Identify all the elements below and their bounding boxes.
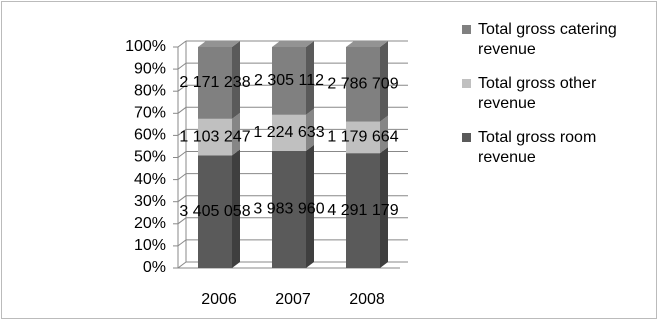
bar — [198, 155, 232, 268]
y-tick-label: 100% — [125, 38, 166, 55]
legend-item: Total gross catering revenue — [462, 20, 652, 60]
bar — [272, 114, 306, 151]
y-tick-label: 50% — [134, 149, 166, 166]
y-tick-label: 20% — [134, 215, 166, 232]
bar — [346, 121, 380, 154]
bar-side — [380, 147, 388, 268]
legend-label: Total gross room revenue — [478, 129, 597, 166]
data-label: 2 786 709 — [327, 76, 398, 93]
y-tick-label: 30% — [134, 193, 166, 210]
y-tick-label: 40% — [134, 171, 166, 188]
grid-line-depth — [177, 195, 187, 203]
legend-swatch — [462, 25, 471, 34]
x-tick-label: 2008 — [349, 291, 385, 308]
bar — [272, 47, 306, 115]
bar-top — [272, 41, 314, 47]
data-label: 2 171 238 — [179, 74, 250, 91]
legend-item: Total gross room revenue — [462, 128, 652, 168]
bar-side — [380, 115, 388, 154]
legend: Total gross catering revenue Total gross … — [462, 20, 652, 182]
bar — [198, 47, 232, 119]
grid-line-depth — [177, 62, 187, 70]
bar-top — [198, 41, 240, 47]
legend-swatch — [462, 79, 471, 88]
grid-line-depth — [177, 261, 187, 269]
grid-line-depth — [177, 151, 187, 158]
grid-line-depth — [177, 128, 187, 136]
x-tick-label: 2007 — [275, 291, 311, 308]
bar-side — [306, 144, 314, 268]
grid-line-depth — [177, 106, 187, 114]
bar — [272, 150, 306, 268]
data-label: 1 179 664 — [327, 129, 398, 146]
data-label: 3 405 058 — [179, 203, 250, 220]
bar — [198, 118, 232, 156]
bar-side — [380, 41, 388, 122]
grid-line-depth — [177, 84, 187, 92]
y-tick-label: 60% — [134, 127, 166, 144]
bar-side — [232, 149, 240, 268]
data-label: 2 305 112 — [254, 72, 324, 89]
bar-side — [306, 108, 314, 151]
x-tick-label: 2006 — [201, 291, 237, 308]
bar-side — [232, 112, 240, 156]
legend-label: Total gross other revenue — [478, 75, 597, 112]
y-tick-label: 70% — [134, 105, 166, 122]
bar — [346, 153, 380, 268]
y-tick-label: 0% — [143, 259, 166, 276]
grid-line-depth — [177, 217, 187, 225]
bar-side — [306, 41, 314, 115]
legend-swatch — [462, 133, 471, 142]
y-tick-label: 90% — [134, 60, 166, 77]
data-label: 1 103 247 — [179, 128, 250, 145]
legend-item: Total gross other revenue — [462, 74, 652, 114]
data-label: 3 983 960 — [253, 201, 324, 218]
y-tick-label: 80% — [134, 82, 166, 99]
y-tick-label: 10% — [134, 237, 166, 254]
grid-line-depth — [177, 40, 187, 48]
grid-line-depth — [177, 239, 187, 247]
grid-line-depth — [177, 173, 187, 181]
bar — [346, 47, 380, 122]
legend-label: Total gross catering revenue — [478, 21, 617, 58]
bar-top — [346, 41, 388, 47]
bar-side — [232, 41, 240, 119]
data-label: 1 224 633 — [253, 124, 324, 141]
data-label: 4 291 179 — [327, 202, 398, 219]
